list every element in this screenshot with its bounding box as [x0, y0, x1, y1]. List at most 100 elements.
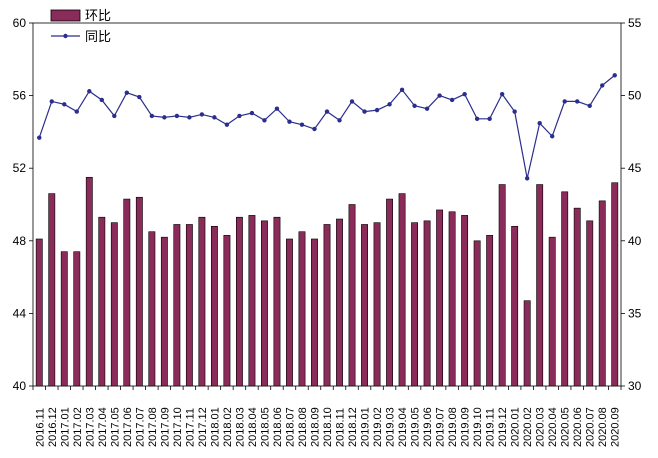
bar	[248, 215, 256, 387]
category-label: 2019.03	[385, 407, 397, 447]
bar	[98, 216, 106, 387]
bar	[498, 184, 506, 387]
category-label: 2019.04	[397, 407, 409, 447]
category-label: 2018.02	[222, 407, 234, 447]
bar	[60, 251, 68, 387]
category-label: 2017.05	[109, 407, 121, 447]
bar	[336, 218, 343, 387]
bar-series-huanbi	[35, 176, 619, 387]
line-point	[124, 90, 130, 95]
category-label: 2018.09	[309, 407, 321, 447]
line-point	[37, 135, 42, 140]
category-label: 2017.10	[172, 407, 184, 447]
line-point	[424, 106, 430, 111]
category-label: 2017.04	[97, 407, 109, 447]
category-label: 2018.10	[322, 407, 334, 447]
category-label: 2017.02	[72, 407, 84, 447]
line-point	[524, 176, 530, 181]
left-tick-label: 44	[13, 306, 27, 320]
line-point	[349, 99, 355, 104]
left-tick-label: 52	[13, 161, 27, 175]
right-tick-label: 40	[628, 234, 642, 248]
line-point	[512, 109, 517, 114]
category-label: 2019.09	[460, 407, 472, 447]
bar	[235, 216, 243, 387]
line-point	[374, 107, 380, 113]
line-point	[437, 93, 442, 98]
category-label: 2018.08	[297, 407, 309, 447]
category-label: 2019.01	[360, 407, 372, 447]
left-tick-label: 48	[13, 234, 27, 248]
category-label: 2020.08	[597, 407, 609, 447]
line-series-tongbi	[37, 73, 617, 181]
line-point	[549, 134, 555, 139]
bar	[110, 222, 118, 387]
line-point	[149, 113, 155, 119]
line-point	[337, 118, 342, 123]
right-tick-label: 50	[628, 89, 642, 103]
line-point	[474, 116, 480, 122]
category-label: 2017.12	[197, 407, 209, 447]
bar	[598, 200, 606, 387]
line-point	[49, 99, 54, 104]
line-point	[62, 102, 67, 107]
bar	[586, 220, 594, 387]
bar	[411, 222, 419, 387]
bar	[523, 300, 531, 387]
bar	[361, 224, 368, 387]
category-label: 2017.09	[159, 407, 171, 447]
category-label: 2017.07	[134, 407, 146, 447]
line-point	[212, 115, 217, 120]
bar	[35, 238, 43, 387]
bar	[148, 231, 156, 387]
bar	[73, 251, 81, 387]
line-point	[612, 73, 617, 78]
category-label: 2019.12	[497, 407, 509, 447]
bar	[48, 193, 56, 387]
category-label: 2016.12	[47, 407, 59, 447]
bar	[461, 215, 469, 387]
bar	[398, 193, 406, 387]
category-label: 2017.03	[84, 407, 96, 447]
line-point	[249, 110, 255, 116]
bar	[423, 220, 431, 387]
right-tick-label: 55	[628, 16, 642, 30]
category-label: 2020.04	[547, 407, 559, 447]
bar	[135, 196, 143, 387]
category-label: 2020.09	[610, 407, 622, 447]
line-point	[324, 109, 330, 114]
legend-swatch-marker	[63, 33, 68, 39]
bar	[185, 224, 193, 387]
line-point	[387, 102, 392, 107]
line-point	[537, 120, 542, 126]
line-point	[237, 113, 242, 119]
bar	[373, 222, 381, 387]
bar	[548, 236, 556, 387]
line-point	[74, 109, 79, 114]
line-point	[224, 122, 230, 127]
category-label: 2019.06	[422, 407, 434, 447]
right-tick-label: 30	[628, 379, 642, 393]
category-label: 2019.07	[435, 407, 447, 447]
category-label: 2019.08	[447, 407, 459, 447]
line-point	[99, 97, 105, 103]
bar	[223, 235, 231, 387]
line-point	[174, 113, 180, 119]
line-point	[487, 116, 492, 122]
bar	[323, 224, 331, 387]
line-point	[312, 126, 317, 132]
bar	[198, 216, 206, 387]
legend-swatch-bar	[50, 9, 81, 22]
category-label: 2020.02	[522, 407, 534, 447]
line-point	[449, 97, 455, 103]
category-label: 2017.06	[122, 407, 134, 447]
category-label: 2020.05	[560, 407, 572, 447]
line-point	[199, 112, 205, 117]
left-tick-label: 56	[13, 89, 27, 103]
category-label: 2018.05	[259, 407, 271, 447]
bar	[298, 231, 306, 387]
category-label: 2016.11	[34, 408, 46, 447]
line-point	[600, 83, 605, 88]
bar	[311, 238, 318, 387]
